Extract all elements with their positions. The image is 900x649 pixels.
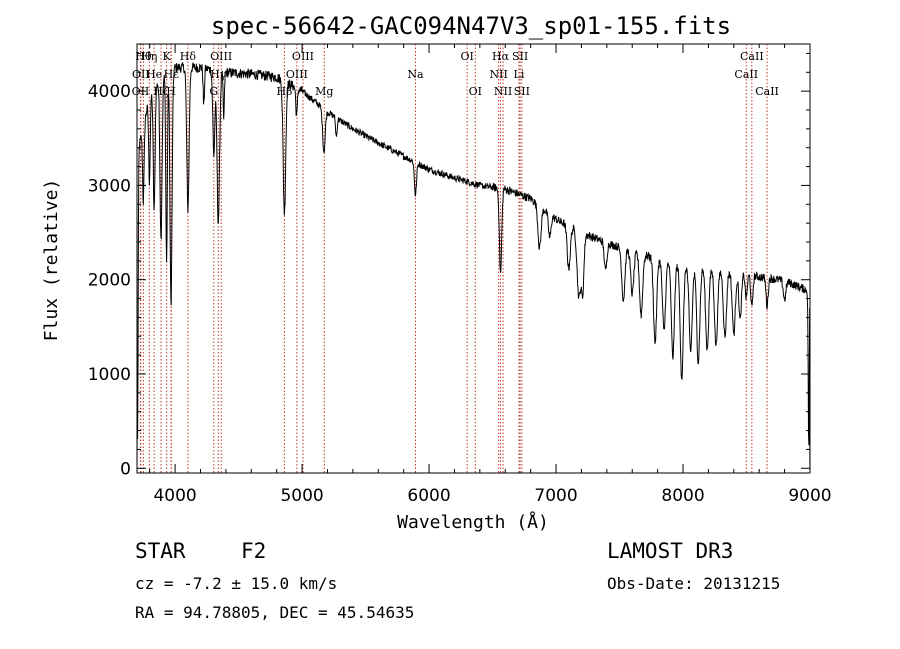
reference-line-label: NII — [494, 85, 512, 98]
reference-line-label: G — [209, 85, 218, 98]
reference-line-label: OIII — [210, 50, 232, 63]
reference-line-label: Hα — [492, 50, 510, 63]
observation-date: Obs-Date: 20131215 — [607, 574, 781, 593]
reference-line-label: OIII — [286, 68, 308, 81]
x-axis-ticks: 4000 5000 6000 7000 8000 9000 — [149, 44, 832, 506]
chart-title: spec-56642-GAC094N47V3_sp01-155.fits — [211, 12, 731, 40]
x-tick-label: 7000 — [534, 486, 577, 506]
x-tick-label: 5000 — [280, 486, 323, 506]
y-axis-ticks: 0 1000 2000 3000 4000 — [88, 52, 810, 479]
reference-line-label: OIII — [292, 50, 314, 63]
reference-line-label: CaII — [734, 68, 758, 81]
redshift-value: cz = -7.2 ± 15.0 km/s — [135, 574, 338, 593]
reference-line-label: OI — [460, 50, 473, 63]
reference-line-label: Hδ — [180, 50, 197, 63]
reference-line-label: CaII — [755, 85, 779, 98]
reference-line-label: Mg — [315, 85, 333, 98]
reference-line-label: SII — [514, 85, 530, 98]
reference-line-label: Hη — [141, 50, 157, 63]
survey-name: LAMOST DR3 — [607, 539, 734, 563]
reference-line-label: NII — [489, 68, 507, 81]
object-class: STAR — [135, 539, 186, 563]
x-tick-label: 6000 — [407, 486, 450, 506]
y-tick-label: 3000 — [88, 176, 131, 196]
reference-line-label: Na — [407, 68, 424, 81]
reference-line-label: H — [166, 85, 176, 98]
y-tick-label: 1000 — [88, 365, 131, 385]
x-tick-label: 4000 — [153, 486, 196, 506]
reference-line-label: He — [146, 68, 162, 81]
reference-line-label: Hε — [164, 68, 180, 81]
y-tick-label: 2000 — [88, 271, 131, 291]
reference-line-label: OI — [469, 85, 482, 98]
object-subclass: F2 — [241, 539, 267, 563]
y-tick-label: 4000 — [88, 82, 131, 102]
reference-line-label: Li — [514, 68, 525, 81]
reference-line-label: SII — [512, 50, 528, 63]
reference-line-label: K — [162, 50, 171, 63]
x-tick-label: 9000 — [788, 486, 831, 506]
plot-frame — [136, 43, 811, 474]
reference-line-label: Hγ — [210, 68, 227, 81]
reference-line-label: OII — [132, 68, 150, 81]
y-tick-label: 0 — [120, 459, 131, 479]
reference-line-label: CaII — [740, 50, 764, 63]
x-axis-label: Wavelength (Å) — [397, 511, 549, 533]
y-axis-label: Flux (relative) — [41, 179, 62, 342]
x-tick-label: 8000 — [661, 486, 704, 506]
coordinates: RA = 94.78805, DEC = 45.54635 — [135, 603, 415, 622]
spectrum-line — [136, 62, 811, 469]
